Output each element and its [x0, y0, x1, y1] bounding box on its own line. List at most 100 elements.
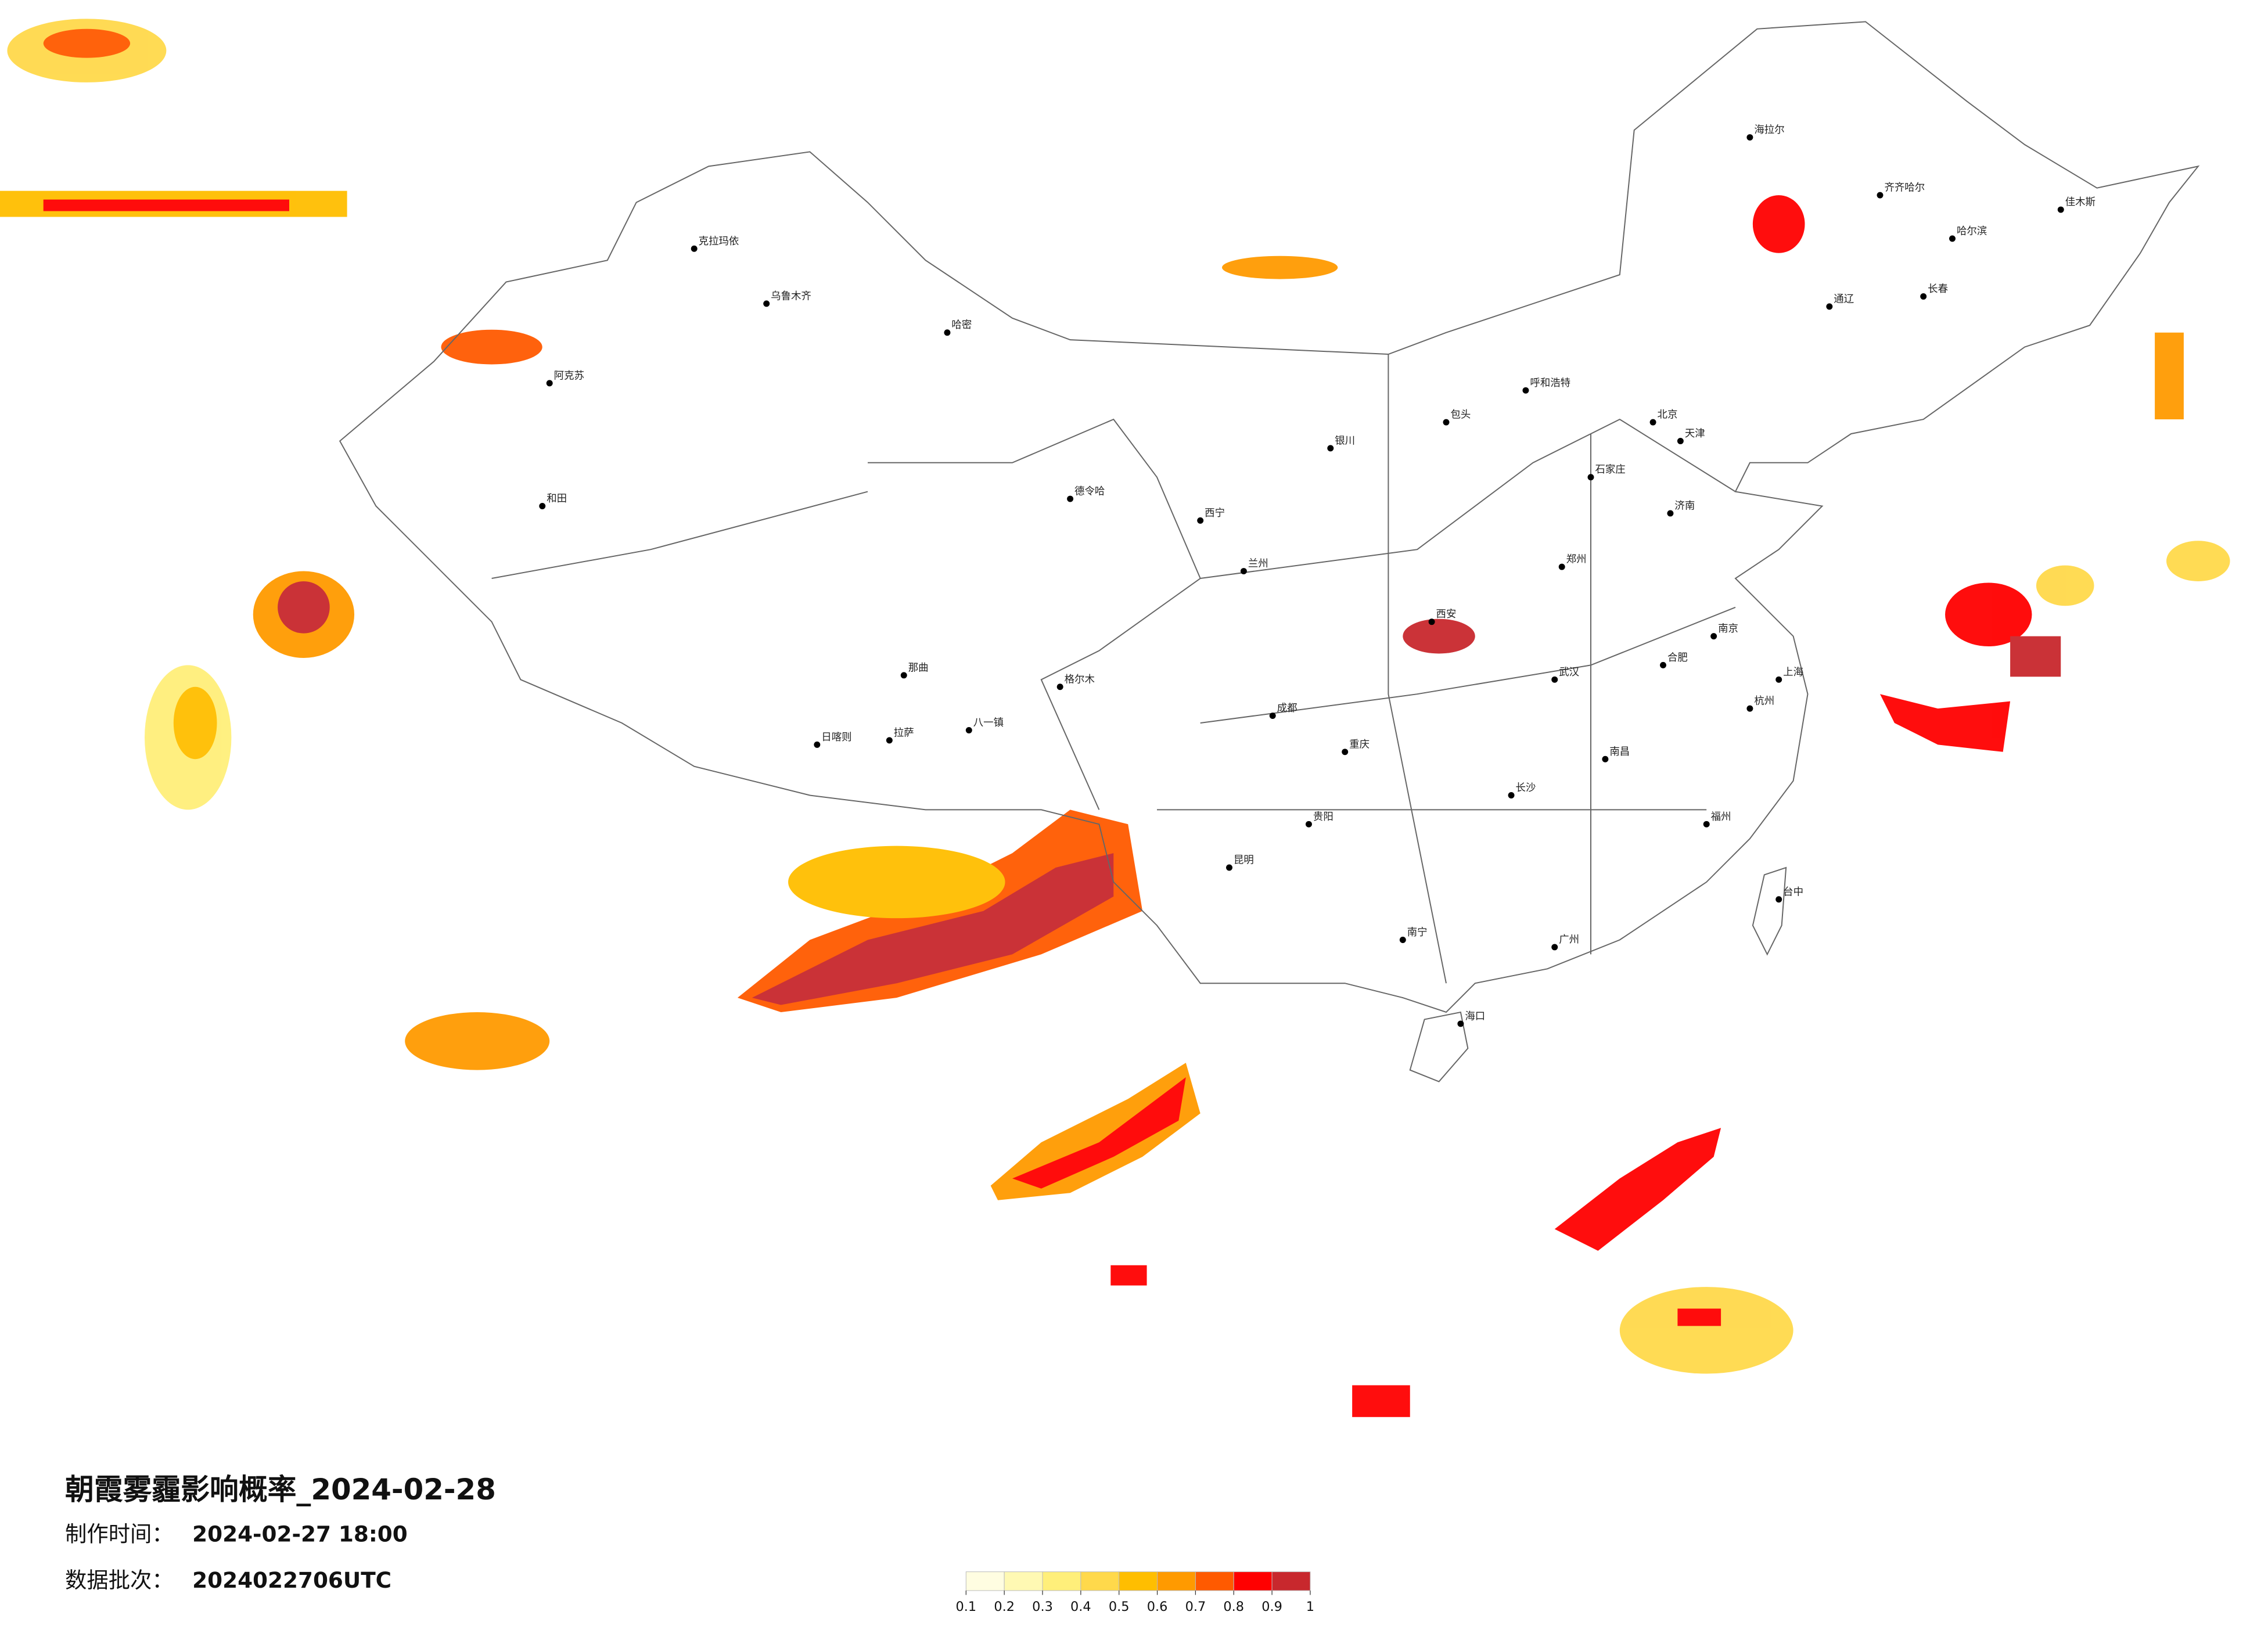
city-dot: [1551, 676, 1558, 683]
city-dot: [900, 672, 907, 679]
legend-tick-label: 1: [1306, 1599, 1314, 1614]
city-dot: [1305, 821, 1312, 828]
city-dot: [1587, 474, 1594, 481]
legend-swatch: [1233, 1571, 1273, 1591]
city-dot: [1775, 896, 1782, 903]
city-label: 贵阳: [1313, 811, 1334, 823]
city-dot: [1558, 563, 1565, 570]
city-dot: [1226, 864, 1232, 871]
city-label: 长沙: [1516, 782, 1536, 794]
legend-tick-label: 0.7: [1185, 1599, 1206, 1614]
city-label: 杭州: [1754, 696, 1774, 707]
city-label: 福州: [1711, 811, 1731, 823]
city-dot: [1522, 387, 1529, 394]
city-label: 南京: [1718, 623, 1738, 635]
header: 朝霞雾霾影响概率_2024-02-28 制作时间： 2024-02-27 18:00…: [65, 1473, 1314, 1614]
legend-swatch: [1157, 1571, 1196, 1591]
city-dot: [1197, 517, 1204, 524]
city-dot: [1240, 568, 1247, 575]
legend-tick-label: 0.9: [1261, 1599, 1282, 1614]
city-dot: [1877, 192, 1884, 199]
city-label: 德令哈: [1074, 486, 1105, 498]
city-label: 乌鲁木齐: [771, 290, 811, 302]
city-dot: [691, 245, 698, 252]
city-dot: [1428, 618, 1435, 625]
city-dot: [944, 329, 951, 336]
city-label: 重庆: [1349, 739, 1370, 750]
city-dot: [1746, 705, 1753, 712]
city-dot: [1342, 749, 1349, 756]
legend-tick-label: 0.6: [1147, 1599, 1168, 1614]
city-label: 济南: [1674, 500, 1695, 512]
legend-swatch: [1195, 1571, 1234, 1591]
city-dot: [2057, 206, 2064, 213]
legend-tick-label: 0.2: [994, 1599, 1015, 1614]
city-label: 哈密: [951, 319, 972, 331]
city-label: 海口: [1465, 1010, 1485, 1022]
city-dot: [546, 380, 553, 387]
city-dot: [1677, 437, 1684, 444]
legend-tick-label: 0.4: [1070, 1599, 1091, 1614]
city-label: 那曲: [908, 662, 929, 674]
city-label: 格尔木: [1065, 674, 1095, 685]
city-label: 海拉尔: [1754, 124, 1784, 136]
city-label: 天津: [1685, 428, 1705, 440]
city-label: 广州: [1559, 934, 1579, 945]
legend-tick-label: 0.3: [1032, 1599, 1053, 1614]
city-dot: [814, 741, 821, 748]
city-label: 包头: [1450, 409, 1471, 421]
city-label: 昆明: [1234, 855, 1254, 866]
city-dot: [1710, 633, 1717, 640]
city-label: 长春: [1928, 283, 1948, 295]
made-value: 2024-02-27 18:00: [192, 1521, 408, 1546]
city-label: 上海: [1783, 667, 1803, 678]
legend-swatch: [1004, 1571, 1043, 1591]
city-label: 银川: [1335, 435, 1355, 447]
city-dot: [763, 300, 770, 307]
city-label: 齐齐哈尔: [1884, 182, 1925, 194]
batch-label: 数据批次：: [65, 1567, 174, 1593]
city-dot: [1399, 937, 1406, 943]
city-label: 通辽: [1834, 293, 1854, 305]
batch-value: 2024022706UTC: [192, 1567, 391, 1593]
city-label: 北京: [1658, 409, 1678, 421]
legend-swatch: [1080, 1571, 1120, 1591]
legend-tick-label: 0.1: [955, 1599, 976, 1614]
city-label: 佳木斯: [2065, 197, 2096, 208]
city-dot: [1269, 713, 1276, 720]
legend-swatch: [1271, 1571, 1311, 1591]
legend-tick-label: 0.5: [1109, 1599, 1130, 1614]
city-label: 和田: [547, 493, 567, 505]
city-dot: [1602, 756, 1609, 762]
city-label: 日喀则: [821, 732, 851, 743]
city-dot: [1056, 684, 1063, 690]
city-dot: [1443, 419, 1450, 426]
city-dot: [886, 737, 893, 744]
city-label: 合肥: [1667, 652, 1688, 664]
city-dot: [965, 726, 972, 733]
city-dot: [1667, 510, 1674, 517]
city-label: 西安: [1436, 609, 1457, 620]
city-label: 台中: [1783, 886, 1803, 898]
legend-swatch: [1119, 1571, 1158, 1591]
city-label: 呼和浩特: [1530, 377, 1570, 389]
city-dot: [1327, 445, 1334, 452]
city-dot: [1067, 495, 1074, 502]
haze-field: [0, 19, 2230, 1418]
city-label: 克拉玛依: [699, 236, 739, 247]
city-dot: [1826, 303, 1833, 310]
legend-swatch: [1042, 1571, 1081, 1591]
city-label: 石家庄: [1595, 464, 1625, 476]
title: 朝霞雾霾影响概率_2024-02-28: [65, 1473, 496, 1506]
city-dot: [1920, 293, 1927, 300]
city-label: 西宁: [1205, 508, 1225, 519]
city-label: 郑州: [1566, 554, 1587, 566]
city-label: 南宁: [1407, 927, 1428, 938]
legend-swatch: [965, 1571, 1005, 1591]
city-dot: [539, 503, 546, 509]
city-dot: [1457, 1020, 1464, 1027]
made-label: 制作时间：: [65, 1521, 174, 1546]
city-dot: [1703, 821, 1710, 828]
city-dot: [1660, 661, 1666, 668]
